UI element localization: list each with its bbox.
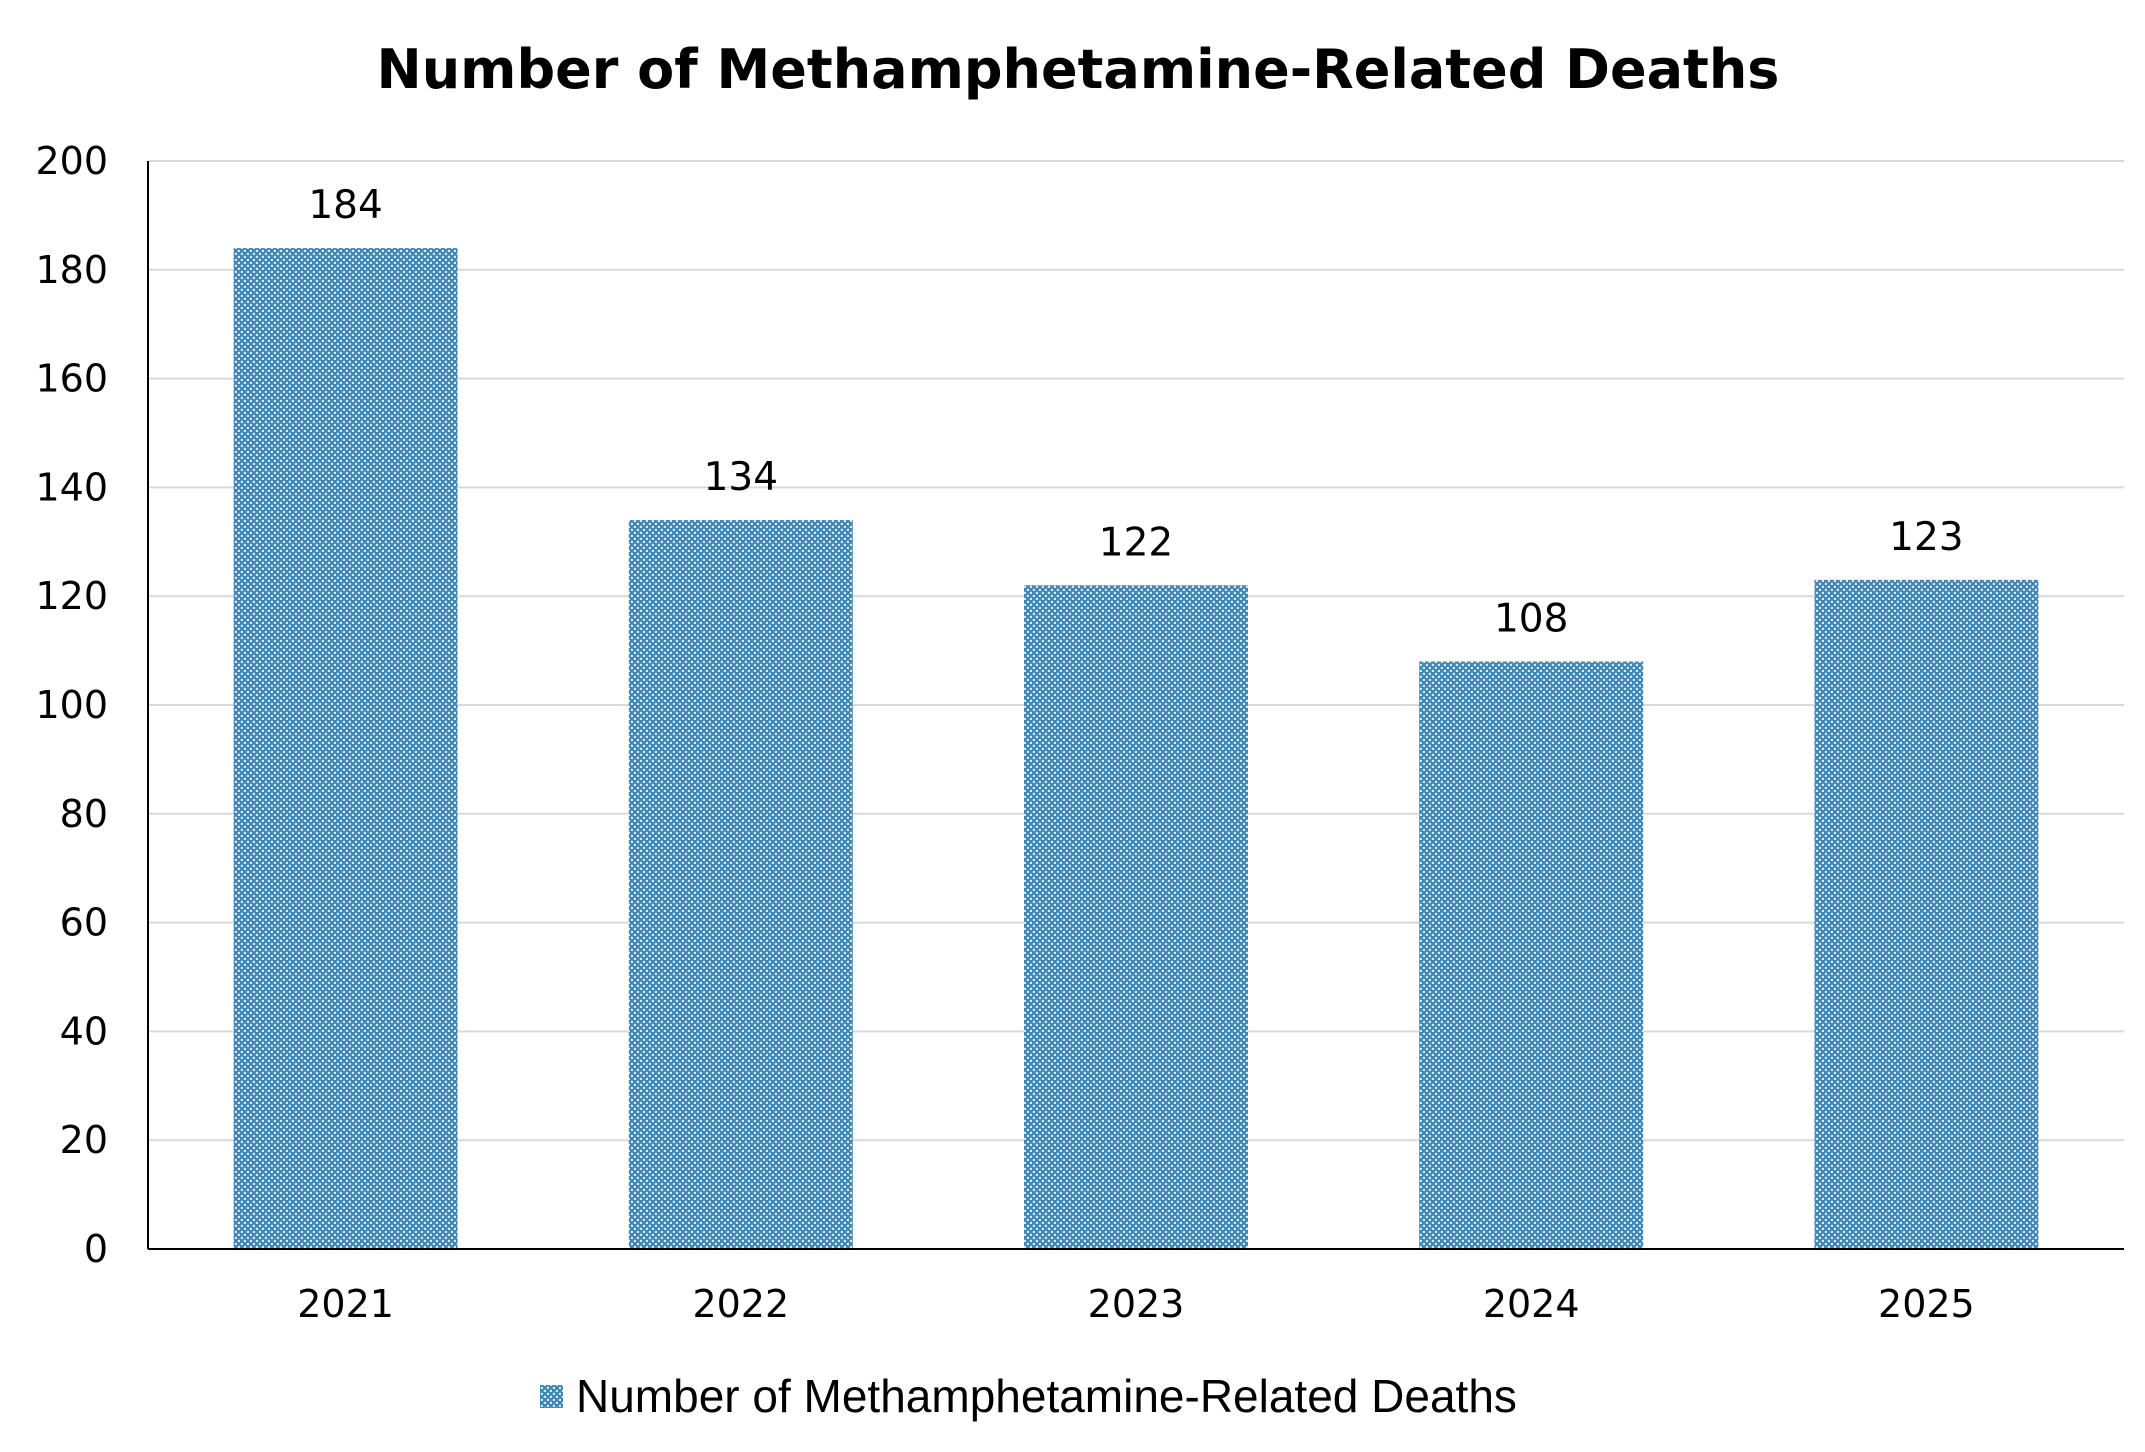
legend-label: Number of Methamphetamine-Related Deaths: [576, 1370, 1517, 1422]
bar-2025: [1814, 579, 2039, 1249]
x-tick-label-2023: 2023: [1088, 1282, 1185, 1326]
bar-2021: [233, 248, 458, 1250]
x-tick-label-2024: 2024: [1483, 1282, 1580, 1326]
y-tick-label: 60: [60, 901, 108, 945]
axes: [147, 161, 2124, 1250]
data-label-2021: 184: [308, 183, 382, 228]
legend: Number of Methamphetamine-Related Deaths: [540, 1370, 1517, 1422]
y-tick-label: 80: [60, 792, 108, 836]
y-tick-label: 20: [60, 1118, 108, 1162]
y-tick-label: 180: [35, 248, 108, 292]
y-axis-ticks: 0 20 40 60 80 100 120 140 160 180 200: [35, 139, 108, 1271]
y-tick-label: 120: [35, 574, 108, 618]
y-tick-label: 40: [60, 1009, 108, 1053]
chart-title: Number of Methamphetamine-Related Deaths: [377, 38, 1780, 101]
data-label-2025: 123: [1889, 515, 1963, 560]
y-tick-label: 200: [35, 139, 108, 183]
x-tick-label-2021: 2021: [297, 1282, 394, 1326]
data-labels: 184 134 122 108 123: [308, 183, 1963, 641]
bars: [233, 248, 2039, 1250]
y-tick-label: 160: [35, 357, 108, 401]
legend-swatch: [540, 1385, 563, 1408]
x-tick-label-2022: 2022: [692, 1282, 789, 1326]
bar-2022: [628, 520, 853, 1249]
x-tick-label-2025: 2025: [1878, 1282, 1975, 1326]
bar-2023: [1024, 585, 1248, 1249]
bar-2024: [1419, 661, 1644, 1249]
y-tick-label: 140: [35, 465, 108, 509]
x-axis-ticks: 2021 2022 2023 2024 2025: [297, 1282, 1975, 1326]
data-label-2024: 108: [1494, 596, 1568, 641]
y-tick-label: 0: [84, 1227, 108, 1271]
data-label-2023: 122: [1099, 520, 1173, 565]
data-label-2022: 134: [704, 455, 778, 500]
y-tick-label: 100: [35, 683, 108, 727]
